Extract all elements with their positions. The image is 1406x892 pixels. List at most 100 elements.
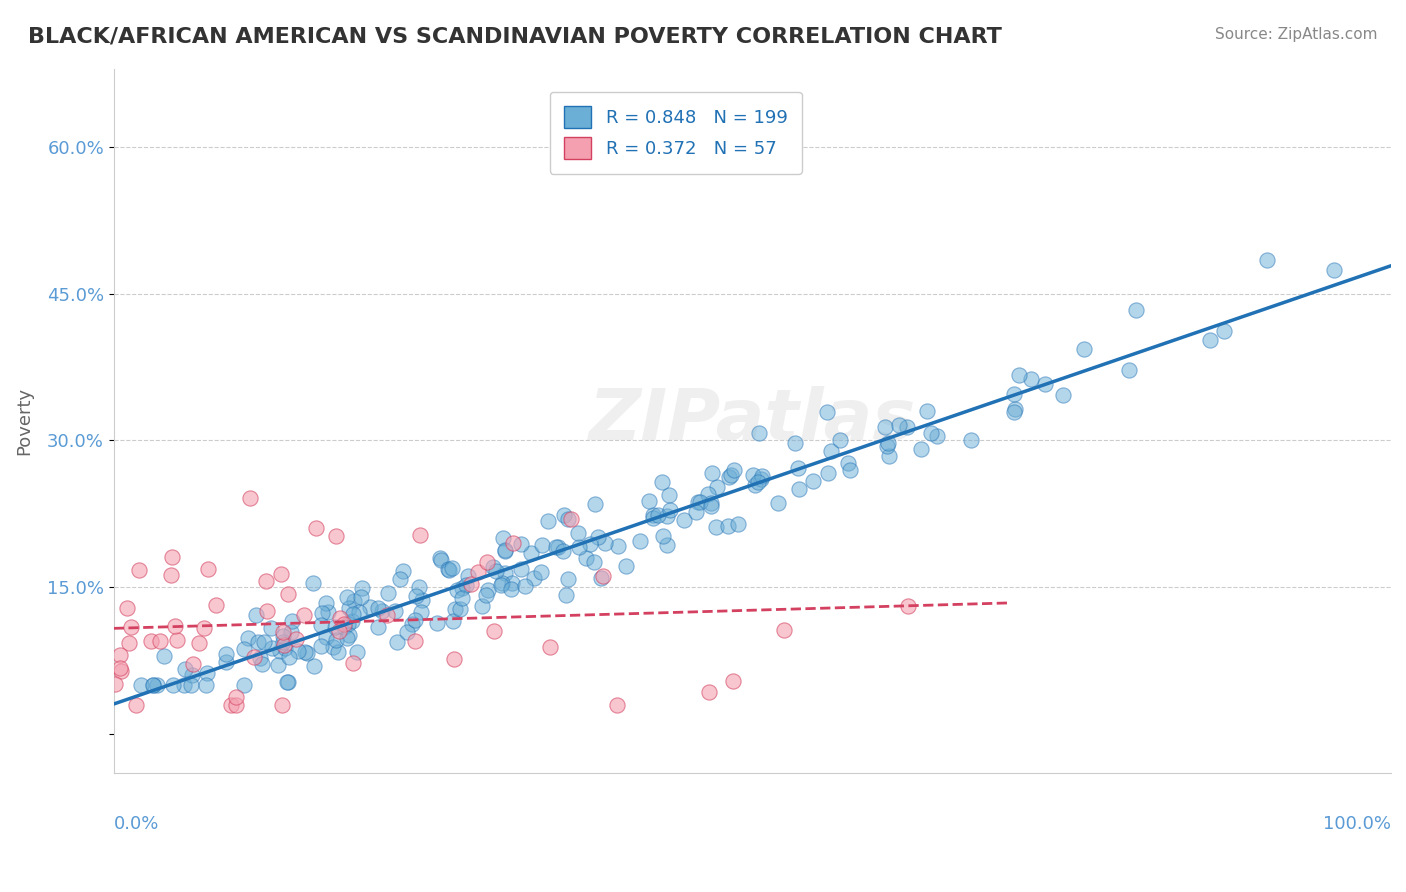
- Blacks/African Americans: [700, 467, 723, 481]
- Scandinavians: [697, 684, 720, 698]
- Scandinavians: [110, 661, 132, 675]
- Blacks/African Americans: [316, 606, 339, 620]
- Scandinavians: [238, 491, 260, 505]
- Blacks/African Americans: [1004, 402, 1026, 417]
- Text: BLACK/AFRICAN AMERICAN VS SCANDINAVIAN POVERTY CORRELATION CHART: BLACK/AFRICAN AMERICAN VS SCANDINAVIAN P…: [28, 27, 1002, 46]
- Scandinavians: [149, 634, 172, 648]
- Blacks/African Americans: [429, 553, 451, 567]
- Blacks/African Americans: [489, 578, 512, 592]
- Scandinavians: [284, 632, 307, 646]
- Blacks/African Americans: [411, 593, 433, 607]
- Blacks/African Americans: [744, 478, 766, 492]
- Blacks/African Americans: [440, 561, 463, 575]
- Blacks/African Americans: [783, 436, 806, 450]
- Blacks/African Americans: [346, 645, 368, 659]
- Blacks/African Americans: [830, 433, 852, 447]
- Blacks/African Americans: [647, 508, 669, 523]
- Blacks/African Americans: [509, 562, 531, 576]
- Blacks/African Americans: [655, 538, 678, 552]
- Blacks/African Americans: [377, 586, 399, 600]
- Blacks/African Americans: [444, 601, 467, 615]
- Blacks/African Americans: [437, 563, 460, 577]
- Blacks/African Americans: [153, 649, 176, 664]
- Blacks/African Americans: [273, 629, 295, 643]
- Scandinavians: [897, 599, 920, 614]
- Scandinavians: [592, 569, 614, 583]
- Blacks/African Americans: [575, 550, 598, 565]
- Blacks/African Americans: [409, 605, 432, 619]
- Blacks/African Americans: [579, 537, 602, 551]
- Scandinavians: [225, 690, 247, 705]
- Blacks/African Americans: [336, 590, 359, 604]
- Blacks/African Americans: [146, 678, 169, 692]
- Blacks/African Americans: [477, 582, 499, 597]
- Blacks/African Americans: [437, 562, 460, 576]
- Blacks/African Americans: [555, 588, 578, 602]
- Blacks/African Americans: [837, 456, 859, 470]
- Blacks/African Americans: [801, 474, 824, 488]
- Blacks/African Americans: [896, 420, 918, 434]
- Blacks/African Americans: [174, 662, 197, 676]
- Blacks/African Americans: [720, 467, 742, 482]
- Blacks/African Americans: [510, 537, 533, 551]
- Blacks/African Americans: [392, 564, 415, 578]
- Blacks/African Americans: [180, 678, 202, 692]
- Blacks/African Americans: [643, 508, 665, 523]
- Scandinavians: [606, 698, 628, 712]
- Blacks/African Americans: [249, 650, 271, 665]
- Scandinavians: [115, 600, 138, 615]
- Scandinavians: [332, 617, 354, 632]
- Scandinavians: [125, 698, 148, 712]
- Blacks/African Americans: [129, 678, 152, 692]
- Blacks/African Americans: [1125, 302, 1147, 317]
- Scandinavians: [118, 636, 141, 650]
- Blacks/African Americans: [337, 628, 360, 642]
- Blacks/African Americans: [367, 620, 389, 634]
- Blacks/African Americans: [917, 404, 939, 418]
- Scandinavians: [271, 698, 294, 712]
- Scandinavians: [139, 633, 162, 648]
- Blacks/African Americans: [568, 541, 591, 555]
- Blacks/African Americans: [441, 614, 464, 628]
- Scandinavians: [181, 657, 204, 672]
- Text: ZIPatlas: ZIPatlas: [589, 386, 917, 455]
- Scandinavians: [305, 521, 328, 535]
- Blacks/African Americans: [277, 674, 299, 689]
- Text: Source: ZipAtlas.com: Source: ZipAtlas.com: [1215, 27, 1378, 42]
- Blacks/African Americans: [1118, 363, 1140, 377]
- Scandinavians: [188, 636, 211, 650]
- Blacks/African Americans: [495, 544, 517, 558]
- Blacks/African Americans: [523, 571, 546, 585]
- Blacks/African Americans: [245, 608, 267, 623]
- Blacks/African Americans: [875, 420, 897, 434]
- Scandinavians: [404, 634, 426, 648]
- Blacks/African Americans: [768, 495, 790, 509]
- Blacks/African Americans: [180, 668, 202, 682]
- Scandinavians: [773, 623, 796, 637]
- Blacks/African Americans: [269, 644, 291, 658]
- Blacks/African Americans: [278, 650, 301, 665]
- Blacks/African Americans: [536, 514, 558, 528]
- Blacks/African Americans: [471, 599, 494, 614]
- Blacks/African Americans: [513, 579, 536, 593]
- Blacks/African Americans: [686, 495, 709, 509]
- Blacks/African Americans: [389, 572, 412, 586]
- Scandinavians: [254, 574, 277, 588]
- Blacks/African Americans: [326, 645, 349, 659]
- Blacks/African Americans: [546, 540, 568, 554]
- Scandinavians: [271, 625, 294, 640]
- Blacks/African Americans: [451, 591, 474, 605]
- Blacks/African Americans: [787, 460, 810, 475]
- Blacks/African Americans: [325, 633, 347, 648]
- Blacks/African Americans: [311, 607, 333, 621]
- Blacks/African Americans: [643, 511, 665, 525]
- Blacks/African Americans: [567, 526, 589, 541]
- Blacks/African Americans: [215, 647, 238, 661]
- Blacks/African Americans: [877, 449, 900, 463]
- Blacks/African Americans: [281, 614, 304, 628]
- Blacks/African Americans: [1008, 368, 1031, 383]
- Y-axis label: Poverty: Poverty: [15, 387, 32, 455]
- Blacks/African Americans: [309, 639, 332, 653]
- Blacks/African Americans: [194, 678, 217, 692]
- Blacks/African Americans: [685, 505, 707, 519]
